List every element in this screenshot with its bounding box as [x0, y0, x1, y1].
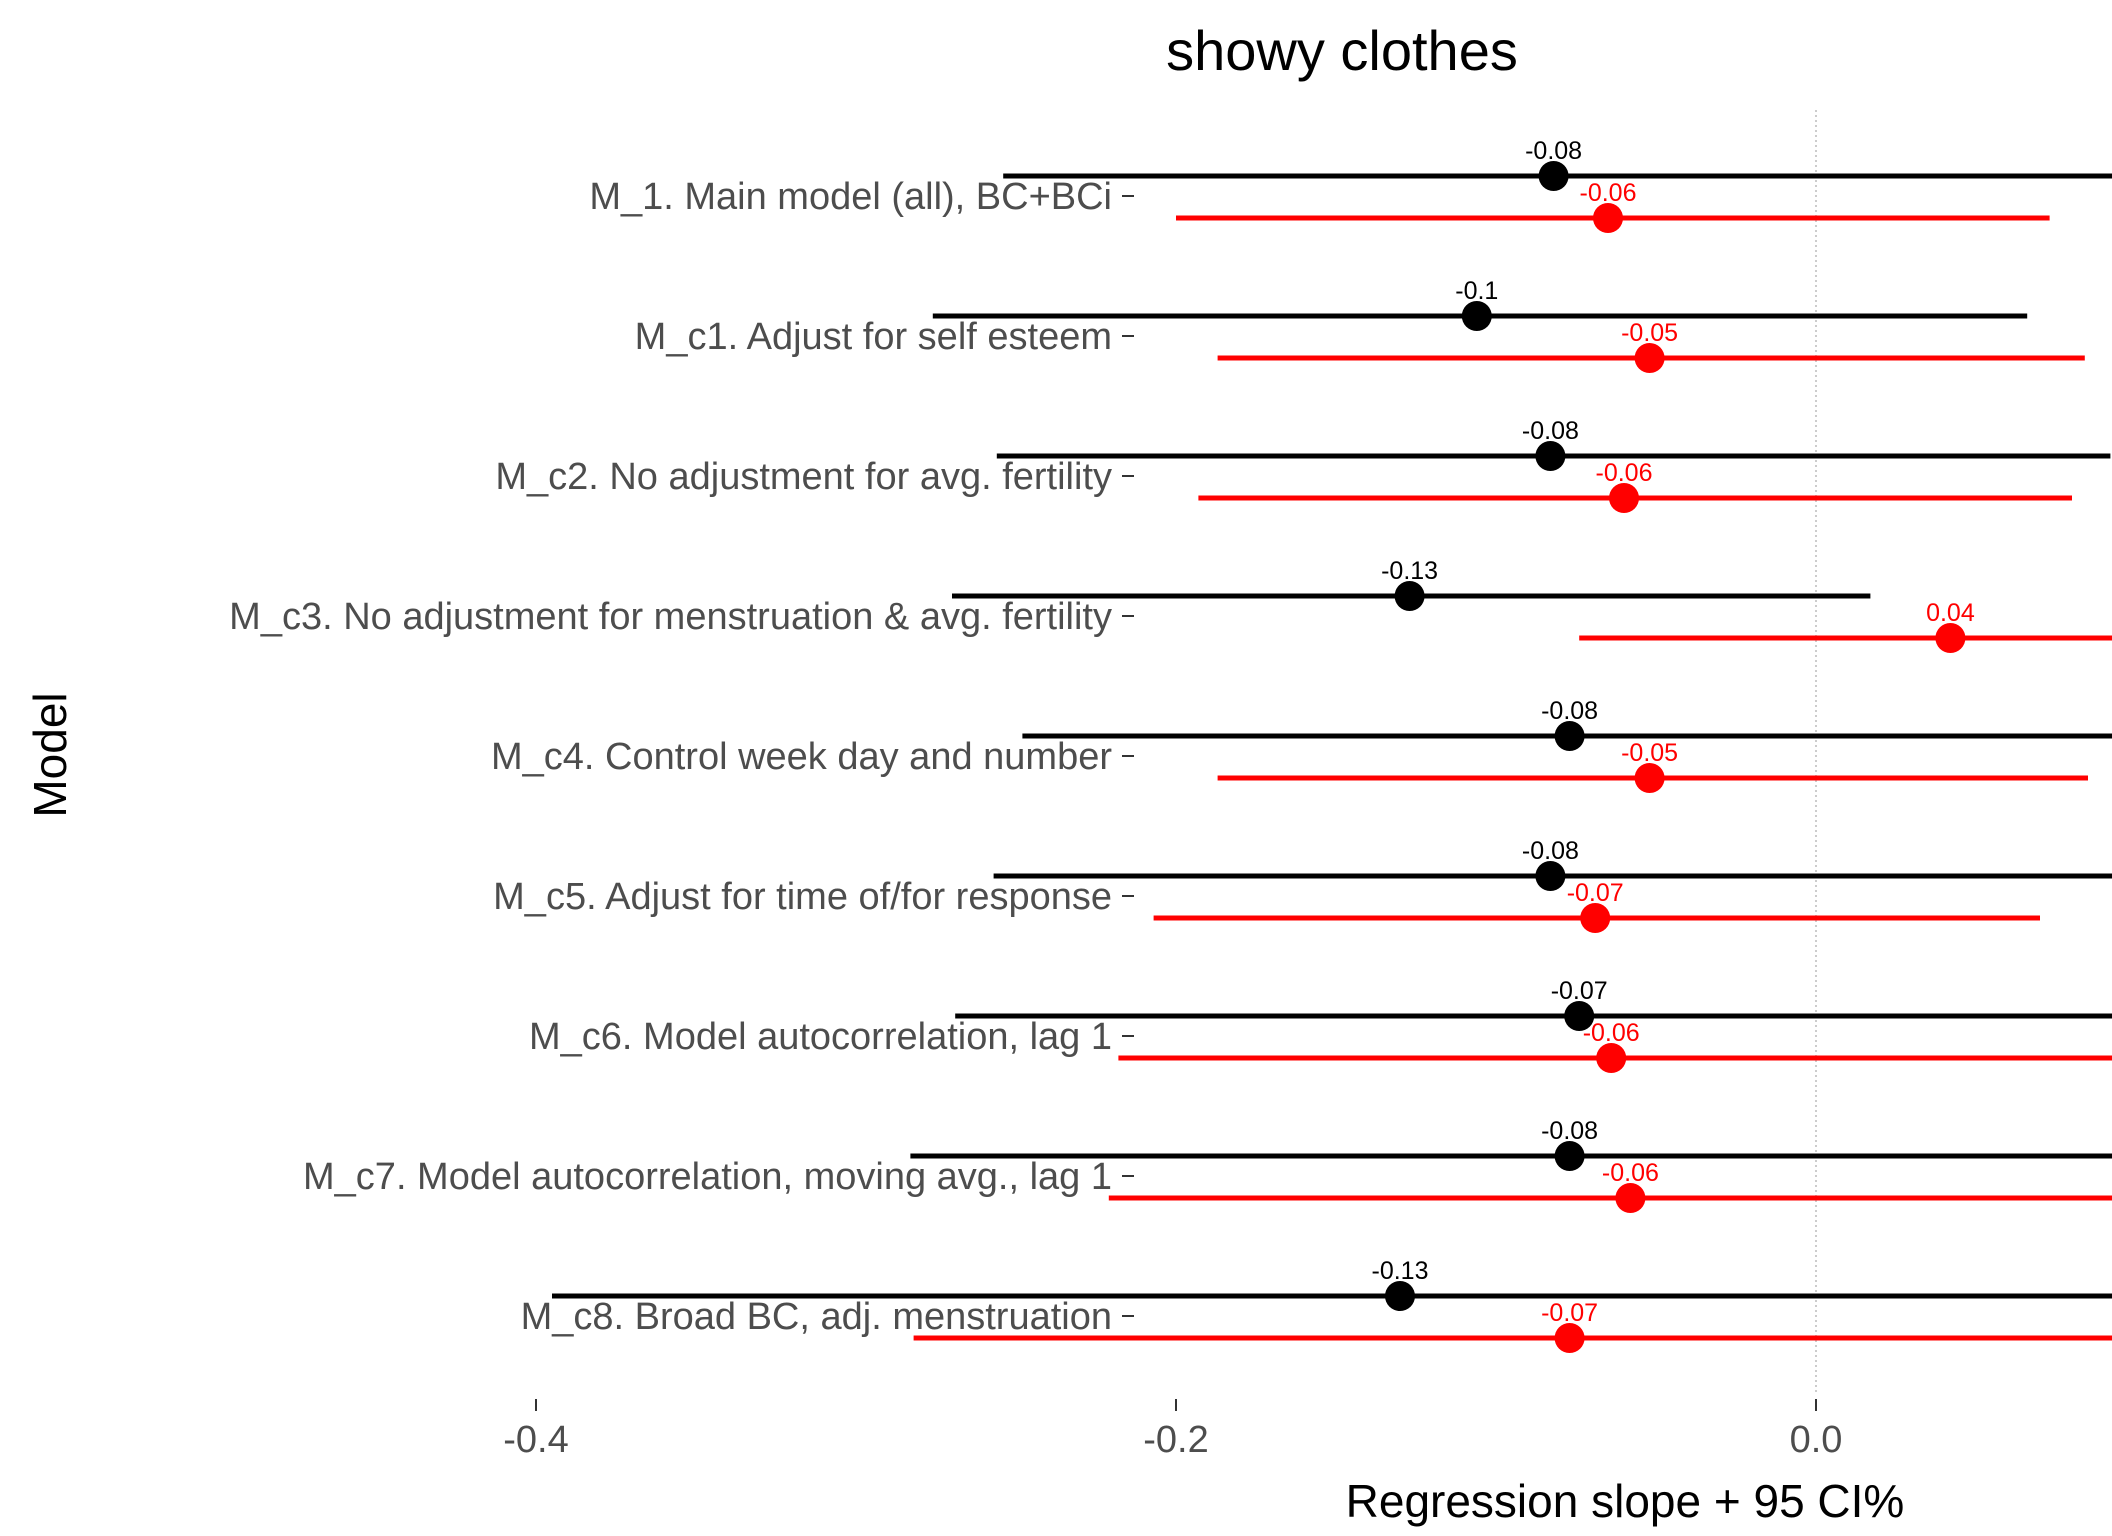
series-layer: -0.08-0.1-0.08-0.13-0.08-0.08-0.07-0.08-… [552, 137, 2112, 1353]
model-label: M_c7. Model autocorrelation, moving avg.… [303, 1156, 1112, 1198]
x-axis-title: Regression slope + 95 CI% [1346, 1475, 1905, 1527]
model-label: M_c1. Adjust for self esteem [635, 316, 1112, 358]
value-label: -0.06 [1596, 459, 1653, 487]
value-label: -0.13 [1381, 557, 1438, 585]
value-label: -0.08 [1525, 137, 1582, 165]
point-estimate [1634, 343, 1665, 373]
value-label: -0.06 [1583, 1019, 1640, 1047]
value-label: -0.07 [1567, 879, 1624, 907]
x-tick-label: -0.4 [503, 1419, 568, 1461]
point-estimate [1554, 721, 1585, 751]
model-label: M_c8. Broad BC, adj. menstruation [521, 1296, 1112, 1338]
value-label: -0.13 [1372, 1257, 1429, 1285]
point-estimate [1554, 1323, 1585, 1353]
series-2: -0.06-0.05-0.060.04-0.05-0.07-0.06-0.06-… [913, 179, 2112, 1353]
series-1: -0.08-0.1-0.08-0.13-0.08-0.08-0.07-0.08-… [552, 137, 2112, 1311]
point-estimate [1615, 1183, 1646, 1213]
model-label: M_c6. Model autocorrelation, lag 1 [529, 1016, 1112, 1058]
point-estimate [1593, 203, 1623, 233]
value-label: -0.08 [1541, 697, 1598, 725]
value-label: -0.08 [1541, 1117, 1598, 1145]
point-estimate [1634, 763, 1665, 793]
point-estimate [1535, 861, 1566, 891]
model-label: M_c2. No adjustment for avg. fertility [495, 456, 1112, 498]
value-label: -0.08 [1522, 837, 1579, 865]
model-axis: M_1. Main model (all), BC+BCi M_c1. Adjus… [229, 176, 1134, 1338]
point-estimate [1564, 1001, 1595, 1031]
value-label: -0.07 [1551, 977, 1608, 1005]
chart-title: showy clothes [1166, 19, 1518, 82]
value-label: -0.05 [1621, 739, 1678, 767]
x-tick-label: 0.0 [1790, 1419, 1843, 1461]
model-label: M_c3. No adjustment for menstruation & a… [229, 596, 1112, 638]
point-estimate [1394, 581, 1425, 611]
value-label: -0.06 [1602, 1159, 1659, 1187]
value-label: -0.07 [1541, 1299, 1598, 1327]
point-estimate [1554, 1141, 1585, 1171]
value-label: -0.1 [1455, 277, 1498, 305]
value-label: -0.05 [1621, 319, 1678, 347]
y-axis-title: Model [24, 692, 76, 817]
value-label: 0.04 [1926, 599, 1975, 627]
value-label: -0.06 [1580, 179, 1637, 207]
point-estimate [1935, 623, 1966, 653]
slope-axis: -0.4 -0.2 0.0 [503, 1399, 1842, 1461]
point-estimate [1538, 161, 1569, 191]
point-estimate [1580, 903, 1611, 933]
model-label: M_c4. Control week day and number [491, 736, 1112, 778]
value-label: -0.08 [1522, 417, 1579, 445]
point-estimate [1535, 441, 1566, 471]
point-estimate [1596, 1043, 1627, 1073]
model-label: M_1. Main model (all), BC+BCi [589, 176, 1112, 218]
point-estimate [1385, 1281, 1415, 1311]
point-estimate [1461, 301, 1492, 331]
point-estimate [1609, 483, 1639, 513]
x-tick-label: -0.2 [1143, 1419, 1208, 1461]
model-label: M_c5. Adjust for time of/for response [493, 876, 1112, 918]
